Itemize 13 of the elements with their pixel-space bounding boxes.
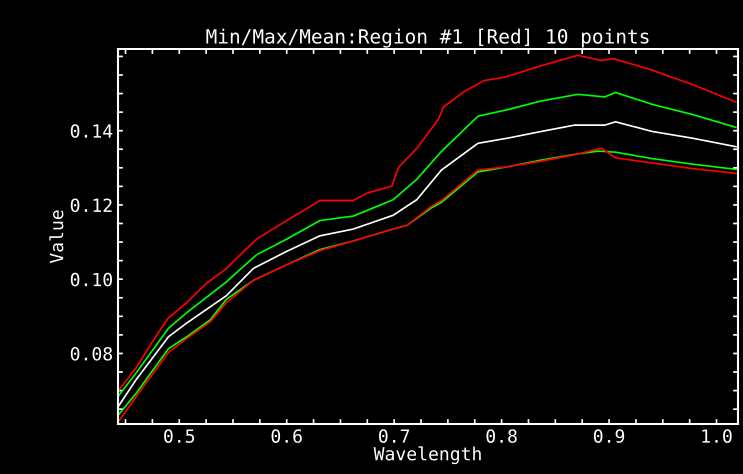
x-tick-label: 0.5 [164, 429, 194, 443]
y-tick-label: 0.14 [70, 124, 112, 138]
y-tick-label: 0.12 [70, 198, 112, 212]
chart-title: Min/Max/Mean:Region #1 [Red] 10 points [206, 28, 649, 48]
y-axis-title: Value [49, 210, 64, 264]
x-tick-label: 1.0 [702, 429, 732, 443]
x-tick-label: 0.6 [272, 429, 302, 443]
x-axis-title: Wavelength [374, 446, 481, 464]
y-tick-label: 0.10 [70, 272, 112, 286]
y-tick-label: 0.08 [70, 346, 112, 361]
x-tick-label: 0.9 [594, 429, 624, 443]
x-tick-label: 0.7 [379, 429, 410, 443]
x-tick-label: 0.8 [486, 429, 517, 443]
